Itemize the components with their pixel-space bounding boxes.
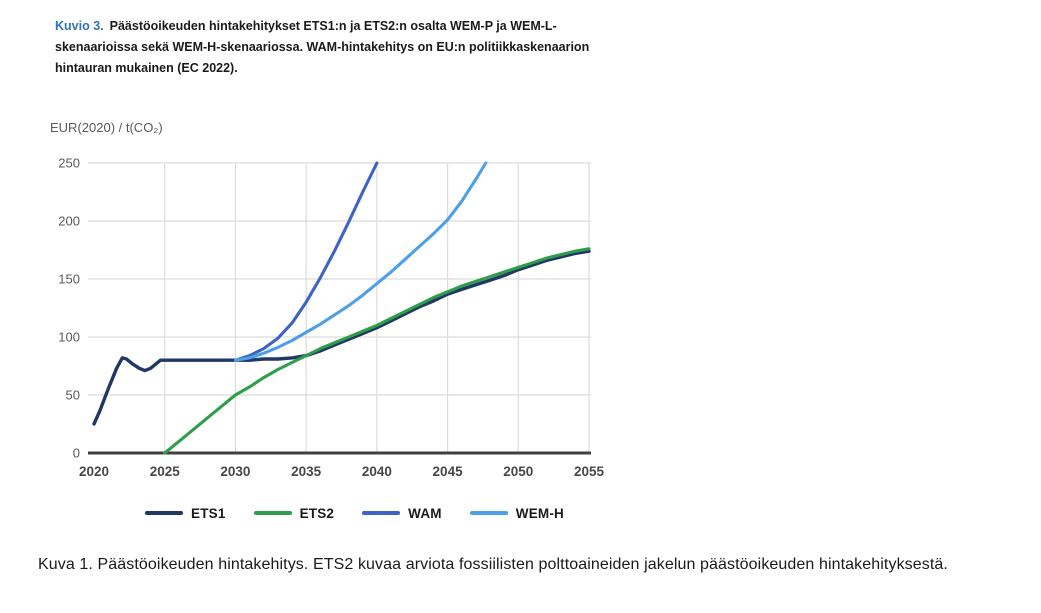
legend-swatch-ets1 [145,511,183,515]
legend-label-ets1: ETS1 [191,505,226,521]
series-line-ets1 [92,249,591,426]
legend-label-wem-h: WEM-H [515,505,564,521]
y-axis-unit-label: EUR(2020) / t(CO₂) [50,120,163,135]
x-tick-label: 2035 [291,464,322,479]
y-tick-label: 150 [58,272,80,287]
x-tick-label: 2045 [433,464,464,479]
chart-legend: ETS1 ETS2 WAM WEM-H [145,503,564,523]
x-tick-label: 2020 [79,464,109,479]
x-tick-label: 2030 [220,464,250,479]
figure-number-label: Kuvio 3. [55,19,104,33]
y-tick-label: 50 [66,388,80,403]
legend-item-ets1: ETS1 [145,506,226,521]
figure-title-text: Päästöoikeuden hintakehitykset ETS1:n ja… [55,19,590,75]
x-tick-label: 2055 [574,464,605,479]
legend-label-ets2: ETS2 [299,505,335,521]
x-tick-label: 2050 [503,464,533,479]
y-tick-label: 200 [58,214,80,229]
price-chart: 0 50 100 150 200 250 2020 2025 2030 2035 2040 2045 2… [58,156,605,480]
legend-item-ets2: ETS2 [253,505,335,521]
legend-item-wem-h: WEM-H [469,505,564,521]
series-line-wam [233,161,379,362]
figure-caption: Kuva 1. Päästöoikeuden hintakehitys. ETS… [38,556,948,573]
x-tick-label: 2040 [362,464,392,479]
series-line-ets2 [163,247,591,455]
series-line-wem-h [233,161,488,362]
y-tick-label: 100 [58,330,80,345]
y-tick-label: 0 [73,446,80,461]
legend-swatch-ets2 [253,511,292,515]
y-tick-label: 250 [58,156,80,171]
legend-item-wam: WAM [362,506,442,521]
legend-swatch-wem-h [469,511,508,515]
legend-swatch-wam [362,511,401,515]
x-tick-label: 2025 [150,464,181,479]
legend-label-wam: WAM [408,505,442,521]
figure-title: Kuvio 3. Päästöoikeuden hintakehitykset E… [55,16,617,79]
